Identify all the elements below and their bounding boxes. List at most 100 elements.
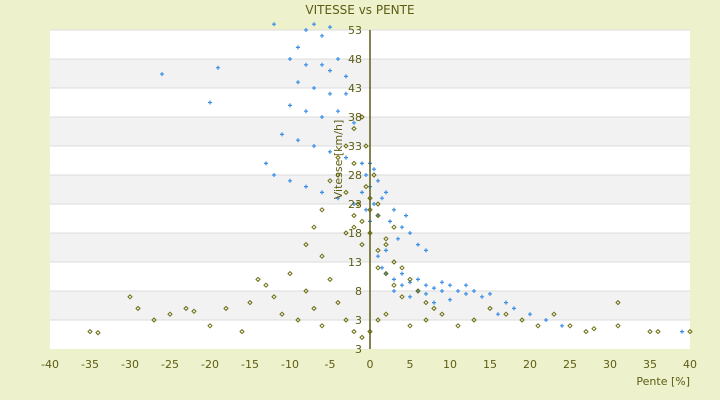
y-tick-label: 38	[348, 111, 362, 124]
y-tick-label: 33	[348, 140, 362, 153]
data-point-olive	[247, 299, 253, 306]
data-point-blue	[320, 190, 324, 195]
data-point-blue	[344, 74, 348, 79]
x-tick-label: 30	[603, 358, 617, 371]
data-point-blue	[388, 219, 392, 224]
data-point-olive	[303, 241, 309, 248]
x-tick-label: -35	[81, 358, 99, 371]
data-point-olive	[487, 305, 493, 312]
data-point-olive	[167, 311, 173, 317]
data-point-blue	[304, 109, 308, 114]
data-point-blue	[360, 161, 364, 166]
data-point-olive	[551, 311, 557, 317]
data-point-blue	[312, 22, 316, 27]
data-point-blue	[320, 62, 324, 67]
data-point-olive	[407, 276, 413, 283]
data-point-olive	[335, 299, 341, 306]
data-point-olive	[363, 143, 369, 149]
data-point-olive	[319, 207, 325, 213]
data-point-blue	[208, 100, 212, 105]
x-tick-label: 40	[683, 358, 697, 371]
data-point-olive	[471, 317, 477, 323]
y-tick-label: 43	[348, 82, 362, 95]
y-tick-label: 48	[348, 53, 362, 66]
data-point-olive	[567, 323, 573, 329]
data-point-blue	[328, 91, 332, 96]
y-tick-label: 8	[355, 285, 362, 298]
data-point-blue	[360, 190, 364, 195]
data-point-blue	[448, 297, 452, 302]
data-point-blue	[464, 291, 468, 296]
x-tick-label: 35	[643, 358, 657, 371]
data-point-olive	[207, 323, 213, 329]
data-point-olive	[343, 143, 349, 149]
data-point-olive	[383, 241, 389, 248]
data-point-olive	[239, 328, 245, 335]
y-tick-label: 3	[355, 343, 362, 356]
data-point-olive	[383, 311, 389, 317]
data-point-olive	[359, 218, 365, 225]
data-point-olive	[287, 270, 293, 277]
data-point-blue	[304, 62, 308, 67]
data-point-blue	[336, 57, 340, 61]
data-point-blue	[376, 178, 380, 183]
data-point-olive	[423, 317, 429, 323]
data-point-olive	[615, 299, 621, 306]
data-point-olive	[399, 265, 405, 271]
data-point-olive	[279, 311, 285, 317]
x-tick-label: 10	[443, 358, 457, 371]
data-point-olive	[343, 230, 349, 236]
data-point-blue	[504, 300, 508, 305]
data-point-blue	[344, 91, 348, 96]
data-point-blue	[304, 184, 308, 189]
data-point-olive	[455, 323, 461, 329]
data-point-blue	[312, 144, 316, 148]
data-point-olive	[255, 276, 261, 283]
y-axis-label: Vitesse [km/h]	[332, 120, 345, 200]
data-point-blue	[312, 86, 316, 90]
data-point-blue	[280, 132, 284, 137]
data-point-blue	[288, 103, 292, 108]
data-point-olive	[383, 236, 389, 242]
data-point-olive	[363, 183, 369, 190]
data-point-olive	[151, 317, 157, 323]
y-tick-label: 13	[348, 256, 362, 269]
data-point-olive	[311, 224, 317, 230]
x-axis-label: Pente [%]	[636, 375, 690, 388]
data-point-olive	[191, 308, 197, 315]
data-point-olive	[591, 325, 597, 332]
data-point-blue	[392, 207, 396, 212]
data-point-blue	[384, 248, 388, 253]
data-point-blue	[336, 196, 340, 201]
data-point-olive	[407, 323, 413, 329]
data-point-olive	[359, 334, 365, 341]
data-point-blue	[544, 318, 548, 322]
data-point-blue	[432, 300, 436, 305]
data-point-blue	[560, 323, 564, 328]
data-point-olive	[383, 270, 389, 277]
data-point-olive	[319, 323, 325, 329]
data-point-blue	[364, 173, 368, 177]
y-tick-label: 23	[348, 198, 362, 211]
data-point-olive	[351, 328, 357, 335]
data-point-olive	[95, 330, 101, 336]
data-point-blue	[528, 312, 532, 317]
data-point-blue	[392, 277, 396, 282]
y-tick-label: 3	[355, 314, 362, 327]
data-point-blue	[440, 289, 444, 293]
data-point-blue	[392, 289, 396, 293]
data-point-blue	[304, 28, 308, 32]
data-point-olive	[391, 282, 397, 288]
data-point-olive	[351, 212, 357, 219]
data-point-olive	[615, 323, 621, 329]
data-point-olive	[343, 317, 349, 323]
data-point-blue	[432, 286, 436, 291]
x-tick-label: -20	[201, 358, 219, 371]
x-tick-label: 5	[407, 358, 414, 371]
data-point-olive	[415, 288, 421, 294]
data-point-blue	[440, 280, 444, 285]
data-point-olive	[375, 247, 381, 254]
data-point-olive	[327, 276, 333, 283]
data-point-olive	[303, 288, 309, 294]
data-point-blue	[456, 289, 460, 293]
